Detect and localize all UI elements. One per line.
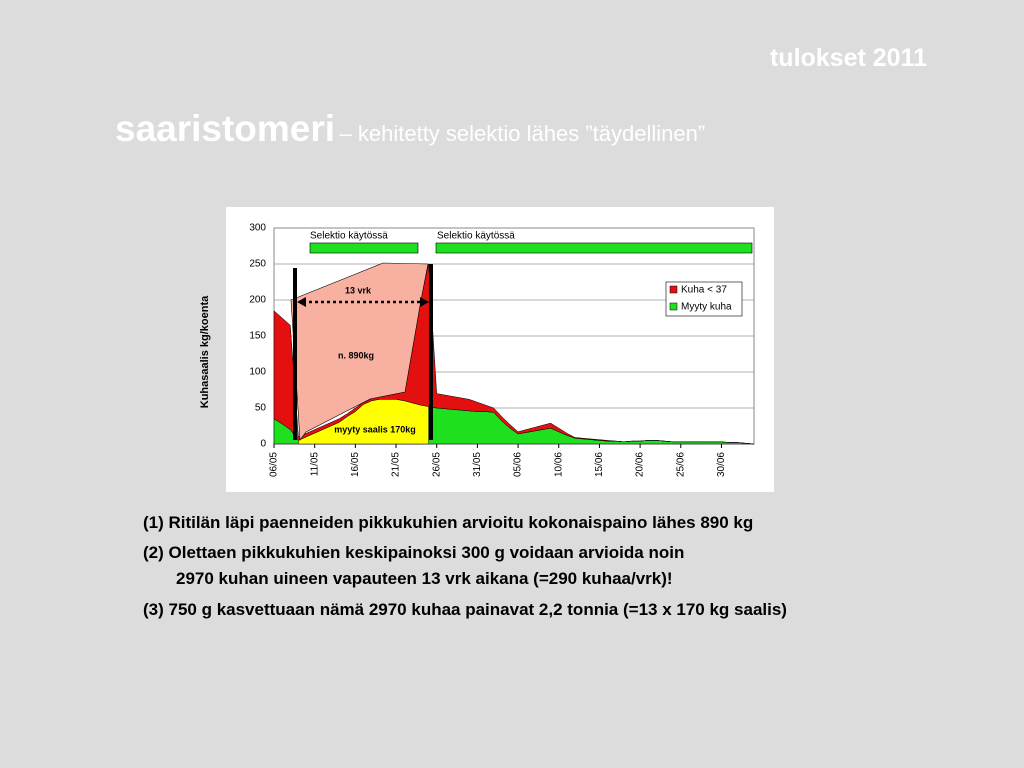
y-tick-label: 0	[260, 439, 266, 450]
legend-swatch	[669, 302, 678, 311]
annotation: Selektio käytössä	[437, 231, 515, 242]
x-tick-label: 16/05	[350, 452, 361, 477]
title: saaristomeri	[115, 108, 336, 149]
legend-label: Kuha < 37	[681, 285, 727, 296]
y-tick-label: 100	[249, 367, 266, 378]
note: 2970 kuhan uineen vapauteen 13 vrk aikan…	[176, 569, 673, 588]
slide-title: saaristomeri – kehitetty selektio lähes …	[115, 108, 705, 150]
y-tick-label: 200	[249, 295, 266, 306]
annotation: 13 vrk	[345, 285, 372, 295]
note: (1) Ritilän läpi paenneiden pikkukuhien …	[143, 513, 754, 532]
highlight-area	[298, 399, 429, 445]
x-tick-label: 20/06	[635, 452, 646, 477]
selection-bar	[435, 242, 753, 254]
y-axis-label: Kuhasaalis kg/koenta	[199, 295, 211, 408]
x-tick-label: 21/05	[391, 452, 402, 477]
x-tick-label: 31/05	[472, 452, 483, 477]
y-tick-label: 150	[249, 331, 266, 342]
annotation: n. 890kg	[338, 350, 374, 360]
x-tick-label: 06/05	[269, 452, 280, 477]
x-tick-label: 30/06	[716, 452, 727, 477]
estimate-area	[290, 262, 429, 441]
y-tick-label: 250	[249, 259, 266, 270]
annotation: myyty saalis 170kg	[334, 424, 416, 434]
x-tick-label: 05/06	[513, 452, 524, 477]
x-tick-label: 26/05	[431, 452, 442, 477]
x-tick-label: 11/05	[309, 452, 320, 477]
slide-header: tulokset 2011	[769, 44, 927, 72]
subtitle: – kehitetty selektio lähes ”täydellinen”	[339, 121, 706, 146]
x-tick-label: 15/06	[594, 452, 605, 477]
legend-swatch	[669, 285, 678, 294]
arrow-head	[420, 297, 429, 307]
legend-label: Myyty kuha	[681, 302, 732, 313]
note: (2) Olettaen pikkukuhien keskipainoksi 3…	[143, 543, 685, 562]
annotation: Selektio käytössä	[310, 231, 388, 242]
legend-box	[665, 281, 743, 317]
x-tick-label: 25/06	[675, 452, 686, 477]
arrow-head	[297, 297, 306, 307]
x-tick-label: 10/06	[553, 452, 564, 477]
selection-bar	[309, 242, 419, 254]
y-tick-label: 50	[255, 403, 267, 414]
note: (3) 750 g kasvettuaan nämä 2970 kuhaa pa…	[143, 600, 787, 619]
y-tick-label: 300	[249, 223, 266, 234]
